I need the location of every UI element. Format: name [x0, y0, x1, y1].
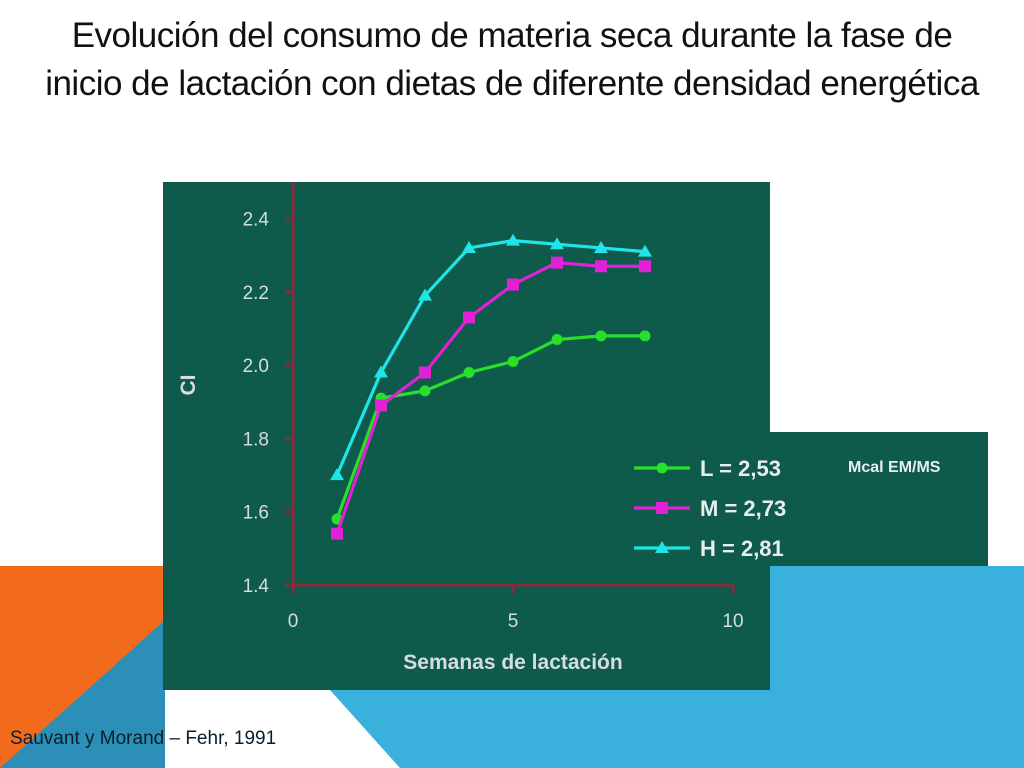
blue-bottom-strip: [330, 690, 768, 768]
y-tick-label: 1.6: [243, 503, 269, 524]
chart-legend: L = 2,53 M = 2,73 H = 2,81 Mcal EM/MS: [634, 432, 988, 566]
series-line: [335, 239, 646, 476]
legend-items: L = 2,53 M = 2,73 H = 2,81: [634, 456, 786, 561]
legend-entry: M = 2,73: [634, 496, 786, 521]
legend-units: Mcal EM/MS: [848, 459, 941, 476]
data-point: [463, 311, 475, 324]
data-point: [330, 468, 344, 481]
data-point: [595, 330, 607, 342]
source-citation: Sauvant y Morand – Fehr, 1991: [10, 728, 277, 749]
data-point: [550, 237, 564, 250]
y-tick-label: 2.0: [243, 356, 269, 377]
legend-marker: [656, 502, 668, 514]
x-tick-labels: 0 5 10: [288, 611, 744, 632]
y-tick-label: 2.2: [243, 283, 269, 304]
y-tick-label: 1.8: [243, 429, 269, 450]
x-tick-label: 10: [722, 611, 743, 632]
data-point: [507, 278, 519, 291]
x-tick-label: 0: [288, 611, 299, 632]
data-point: [463, 367, 475, 379]
data-point: [551, 256, 563, 269]
legend-entry: H = 2,81: [634, 536, 784, 561]
data-point: [595, 260, 607, 273]
data-point: [419, 366, 431, 379]
data-point: [639, 260, 651, 273]
series-line: [335, 334, 645, 520]
data-point: [594, 240, 608, 253]
data-point: [507, 356, 519, 368]
y-tick-label: 2.4: [243, 210, 270, 231]
slide-title: Evolución del consumo de materia seca du…: [45, 16, 979, 103]
legend-label: H = 2,81: [700, 536, 784, 561]
dark-blue-triangle: [0, 620, 165, 768]
data-point: [418, 288, 432, 301]
y-axis-title: CI: [177, 375, 200, 396]
series-line: [335, 260, 645, 535]
data-point: [375, 399, 387, 412]
legend-entry: L = 2,53: [634, 456, 781, 481]
legend-backdrop-left: [620, 432, 768, 566]
data-point: [551, 334, 563, 346]
legend-marker: [655, 541, 669, 553]
x-tick-label: 5: [508, 611, 519, 632]
data-point: [462, 240, 476, 253]
chart-series: [330, 233, 652, 540]
data-point: [374, 365, 388, 378]
series-h: [330, 233, 652, 481]
series-m: [331, 256, 651, 540]
x-axis-title: Semanas de lactación: [403, 651, 622, 674]
legend-label: M = 2,73: [700, 496, 786, 521]
blue-corner-block: [768, 566, 1024, 768]
data-point: [331, 527, 343, 540]
data-point: [506, 233, 520, 246]
legend-marker: [656, 462, 668, 474]
y-tick-label: 1.4: [243, 576, 270, 597]
data-point: [419, 385, 431, 397]
legend-label: L = 2,53: [700, 456, 781, 481]
chart-axes: [285, 182, 735, 593]
data-point: [638, 244, 652, 257]
data-point: [639, 330, 651, 342]
y-tick-labels: 1.4 1.6 1.8 2.0 2.2 2.4: [243, 210, 270, 597]
